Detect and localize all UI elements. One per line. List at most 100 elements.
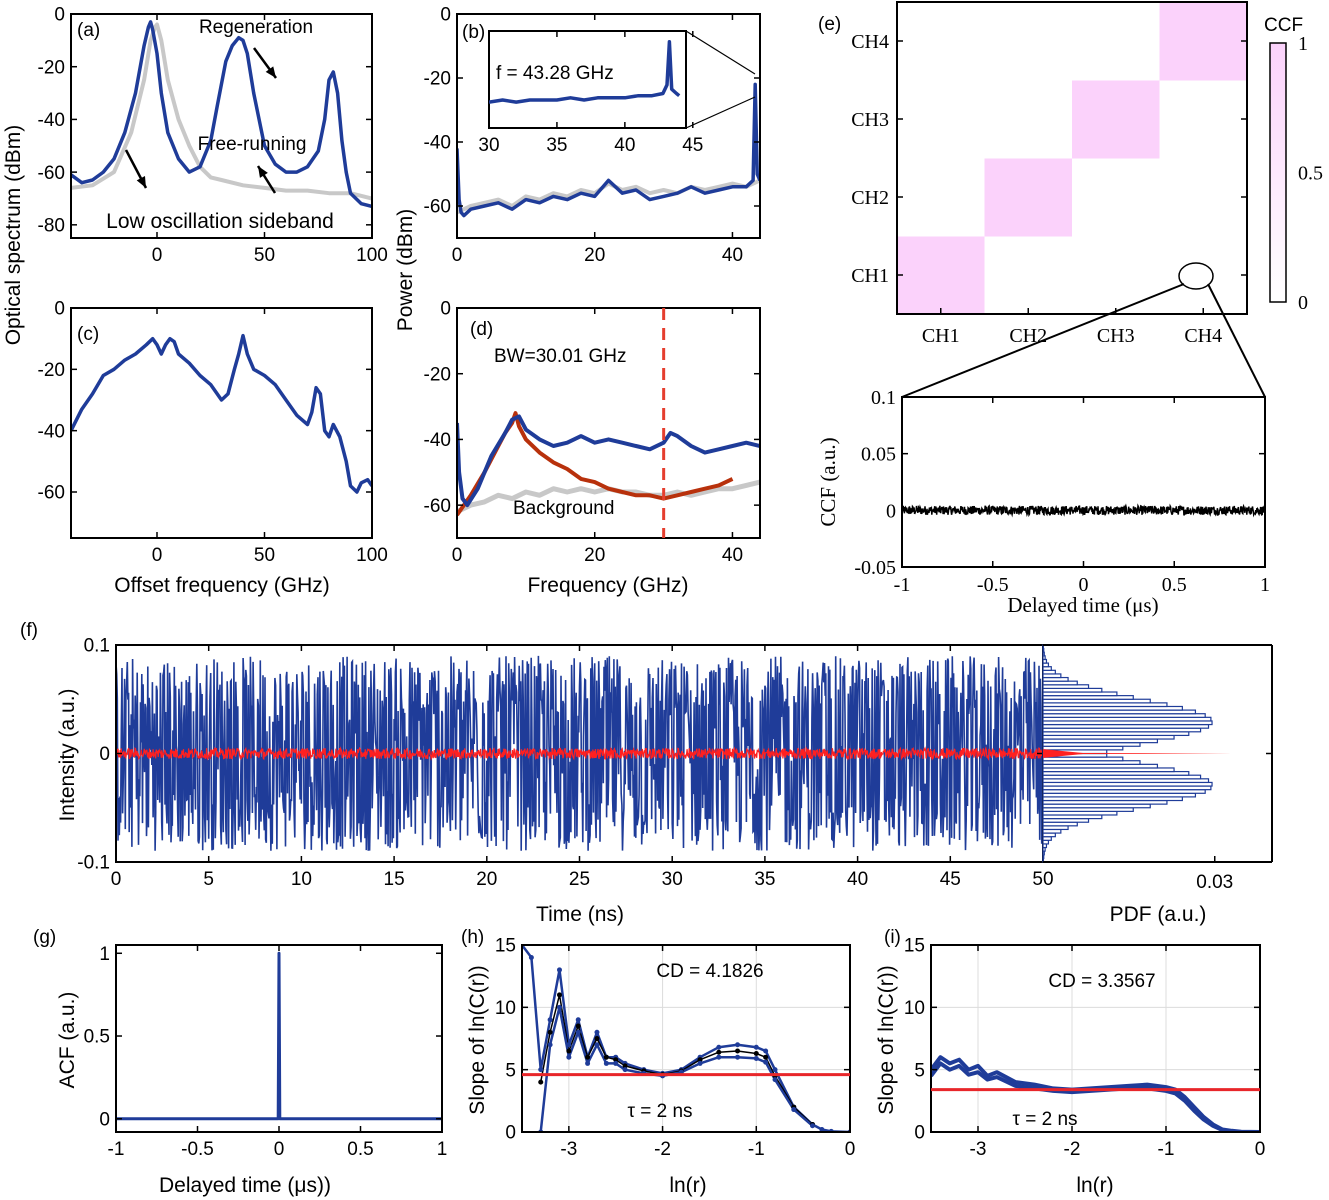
x-category-label: CH1 — [922, 325, 960, 347]
x-tick-label: 10 — [291, 869, 312, 890]
series-line — [71, 20, 372, 209]
y-tick-label: -0.1 — [77, 853, 110, 874]
data-point — [603, 1060, 609, 1066]
data-point — [566, 1042, 572, 1048]
data-point — [763, 1054, 769, 1060]
y-tick-label: -40 — [424, 430, 451, 451]
annotation-cd: CD = 4.1826 — [656, 961, 763, 982]
colorbar — [1269, 42, 1287, 303]
series-line — [931, 1055, 1260, 1132]
x-tick-label: -2 — [1064, 1139, 1081, 1160]
axes-frame — [930, 944, 1261, 1133]
axes-frame — [456, 13, 761, 239]
data-point — [594, 1036, 600, 1041]
panel-c: 0 50 100 0 -20 -40 -60 (c) Offset frequency (GHz… — [38, 299, 388, 597]
axes-frame — [901, 396, 1266, 568]
x-tick-label: 0 — [152, 545, 163, 566]
colorbar-tick-label: 1 — [1298, 33, 1308, 55]
x-tick-label: 0.03 — [1196, 872, 1233, 893]
x-tick-label: -2 — [654, 1139, 671, 1160]
data-point — [735, 1048, 741, 1054]
x-tick-label: 35 — [546, 135, 567, 156]
x-tick-label: 1 — [1260, 574, 1270, 596]
axes-frame — [488, 30, 687, 129]
y-category-label: CH3 — [851, 109, 889, 131]
heatmap-cell — [1072, 236, 1160, 315]
heatmap-cell — [984, 158, 1073, 237]
y-tick-label: 0.5 — [84, 1027, 110, 1048]
annotation-tau: τ = 2 ns — [1012, 1109, 1077, 1130]
x-tick-label: -1 — [1158, 1139, 1175, 1160]
panel-g: -1 -0.5 0 0.5 1 1 0.5 0 (g) ACF (a.u.) Delayed tim… — [33, 927, 447, 1197]
data-point — [753, 1055, 759, 1061]
y-axis-label: Intensity (a.u.) — [56, 688, 79, 821]
panel-label: (b) — [462, 22, 485, 43]
panel-label: (e) — [818, 14, 841, 35]
plot-area — [116, 655, 1043, 851]
x-tick-label: 0 — [111, 869, 122, 890]
plot-area — [71, 20, 372, 209]
arrow-head — [265, 66, 276, 78]
panel-h: -3 -2 -1 0 0 5 10 15 (h) CD = 4.1826 τ = 2 ns Slope… — [461, 927, 855, 1197]
x-tick-label: 0 — [152, 245, 163, 266]
x-tick-label: 20 — [584, 545, 605, 566]
shared-ylabel-power: Power (dBm) — [394, 209, 417, 332]
heatmap-cell — [1159, 158, 1248, 237]
heatmap-cell — [1159, 80, 1248, 159]
plot-area — [457, 82, 760, 218]
y-tick-label: -60 — [424, 496, 451, 517]
zoom-line — [1207, 283, 1266, 398]
y-tick-label: 0 — [505, 1123, 516, 1144]
y-tick-label: 10 — [495, 998, 516, 1019]
x-tick-label: 5 — [203, 869, 214, 890]
arrow-head — [136, 176, 146, 188]
x-tick-label: 0 — [452, 245, 463, 266]
y-tick-label: -40 — [38, 421, 65, 442]
x-tick-label: -3 — [560, 1139, 577, 1160]
y-axis-label: Slope of ln(C(r)) — [466, 965, 489, 1114]
arrow-head — [258, 166, 268, 178]
data-point — [810, 1123, 816, 1129]
panel-b: 0 20 40 0 -20 -40 -60 (b) — [424, 5, 761, 266]
data-point — [622, 1063, 628, 1069]
data-point — [763, 1048, 769, 1054]
data-point — [753, 1050, 759, 1056]
y-tick-label: -20 — [38, 360, 65, 381]
x-tick-label: 20 — [476, 869, 497, 890]
heatmap-cell — [1072, 80, 1160, 159]
x-tick-label: 15 — [384, 869, 405, 890]
panel-f-pdf: 0.03 PDF (a.u.) — [1042, 644, 1273, 926]
heatmap-cell — [897, 236, 985, 315]
x-axis-label: ln(r) — [669, 1174, 706, 1197]
annotation-cd: CD = 3.3567 — [1048, 971, 1155, 992]
y-tick-label: 1 — [99, 944, 110, 965]
y-tick-label: -0.05 — [854, 557, 896, 579]
x-tick-label: 0 — [1255, 1139, 1266, 1160]
data-point — [716, 1054, 722, 1060]
y-category-label: CH2 — [851, 187, 889, 209]
panel-d: 0 20 40 0 -20 -40 -60 (d)BW=30.01 GHz Background… — [424, 299, 761, 597]
zoom-line — [901, 283, 1185, 398]
y-tick-label: 0 — [440, 299, 451, 320]
axes-frame — [896, 1, 1248, 315]
y-tick-label: 10 — [904, 998, 925, 1019]
red-pdf-peak — [1043, 749, 1233, 758]
y-tick-label: -20 — [424, 69, 451, 90]
y-tick-label: 0 — [440, 5, 451, 26]
y-category-label: CH4 — [851, 31, 889, 53]
y-tick-label: 0 — [99, 1109, 110, 1130]
x-tick-label: 25 — [569, 869, 590, 890]
y-tick-label: 15 — [904, 936, 925, 957]
y-tick-label: -20 — [424, 364, 451, 385]
x-tick-label: 1 — [437, 1139, 448, 1160]
x-tick-label: 45 — [940, 869, 961, 890]
data-point — [697, 1060, 703, 1066]
data-point — [735, 1054, 741, 1060]
data-point — [538, 1067, 544, 1073]
x-category-label: CH3 — [1097, 325, 1135, 347]
annotation-low-oscillation: Low oscillation sideband — [106, 210, 334, 233]
y-tick-label: 0.1 — [84, 636, 110, 657]
x-tick-label: 35 — [754, 869, 775, 890]
